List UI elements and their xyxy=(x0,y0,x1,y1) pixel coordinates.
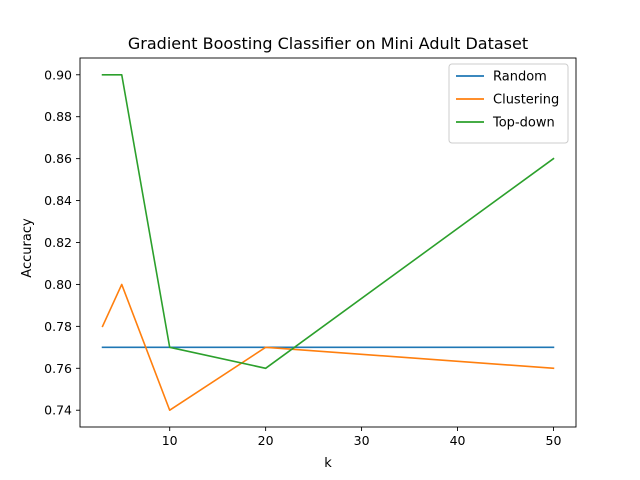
y-tick-label: 0.80 xyxy=(44,277,72,292)
x-tick-label: 30 xyxy=(354,433,370,448)
chart-title: Gradient Boosting Classifier on Mini Adu… xyxy=(128,34,528,53)
x-tick-label: 50 xyxy=(546,433,562,448)
legend-label: Top-down xyxy=(492,116,555,131)
y-tick-label: 0.84 xyxy=(44,193,72,208)
plot-area: 10 20 30 40 50 0.74 0.76 0.78 0.80 0.82 0.84 0.86 0.… xyxy=(44,57,577,448)
x-axis-label: k xyxy=(324,456,332,471)
y-tick-label: 0.76 xyxy=(44,361,72,376)
series-line-clustering xyxy=(101,283,555,412)
y-tick-label: 0.86 xyxy=(44,151,72,166)
y-axis-label: Accuracy xyxy=(20,218,35,278)
y-tick-label: 0.82 xyxy=(44,235,72,250)
x-tick-label: 20 xyxy=(258,433,274,448)
legend: Random Clustering Top-down xyxy=(448,63,569,144)
y-tick-label: 0.90 xyxy=(44,67,72,82)
y-tick-label: 0.88 xyxy=(44,109,72,124)
y-tick-label: 0.74 xyxy=(44,403,72,418)
x-tick-label: 10 xyxy=(162,433,178,448)
legend-label: Clustering xyxy=(493,93,559,108)
legend-label: Random xyxy=(493,70,547,85)
legend-box xyxy=(448,63,569,144)
series-line-top-down xyxy=(101,73,555,370)
x-tick-label: 40 xyxy=(450,433,466,448)
y-tick-label: 0.78 xyxy=(44,319,72,334)
